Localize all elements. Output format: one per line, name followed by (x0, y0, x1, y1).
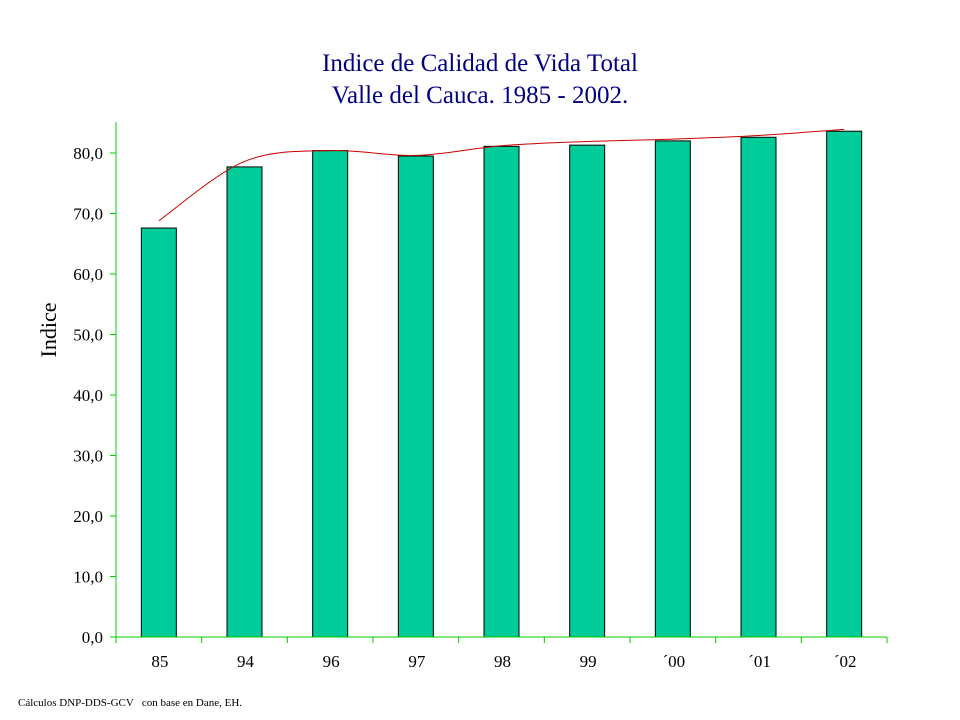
bar-85 (140, 227, 177, 638)
bar-97 (397, 155, 434, 638)
x-tick-label: 96 (323, 652, 340, 671)
bar-´02 (826, 130, 863, 638)
x-tick-label: 85 (151, 652, 168, 671)
x-tick-label: ´01 (748, 652, 771, 671)
y-tick-label: 60,0 (73, 265, 103, 284)
bar-´00 (654, 140, 691, 638)
x-axis-ticks (115, 637, 888, 643)
bar-99 (569, 144, 606, 638)
x-axis-labels: 85 94 96 97 98 99 ´00 ´01 ´02 (151, 652, 856, 671)
bar-94 (226, 166, 263, 638)
bar-98 (483, 145, 520, 638)
x-tick-label: 97 (408, 652, 426, 671)
y-axis-ticks (110, 152, 116, 638)
source-footnote: Cálculos DNP-DDS-GCV con base en Dane, E… (18, 697, 243, 709)
bar-96 (312, 150, 349, 638)
y-axis-title: Indice (36, 303, 61, 358)
y-tick-label: 10,0 (73, 568, 103, 587)
y-tick-label: 0,0 (82, 628, 103, 647)
y-tick-label: 40,0 (73, 386, 103, 405)
bars (140, 130, 863, 638)
y-axis-labels: 0,0 10,0 20,0 30,0 40,0 50,0 60,0 70,0 80,0 (73, 144, 103, 647)
trend-line (158, 128, 845, 222)
y-tick-label: 80,0 (73, 144, 103, 163)
x-tick-label: ´02 (834, 652, 857, 671)
x-tick-label: ´00 (662, 652, 685, 671)
y-tick-label: 70,0 (73, 205, 103, 224)
chart-subtitle: Valle del Cauca. 1985 - 2002. (331, 82, 629, 109)
x-tick-label: 99 (580, 652, 597, 671)
bar-´01 (740, 136, 777, 638)
x-tick-label: 98 (494, 652, 511, 671)
y-tick-label: 20,0 (73, 507, 103, 526)
x-tick-label: 94 (237, 652, 255, 671)
y-tick-label: 30,0 (73, 447, 103, 466)
chart-title: Indice de Calidad de Vida Total (322, 50, 638, 77)
y-tick-label: 50,0 (73, 326, 103, 345)
